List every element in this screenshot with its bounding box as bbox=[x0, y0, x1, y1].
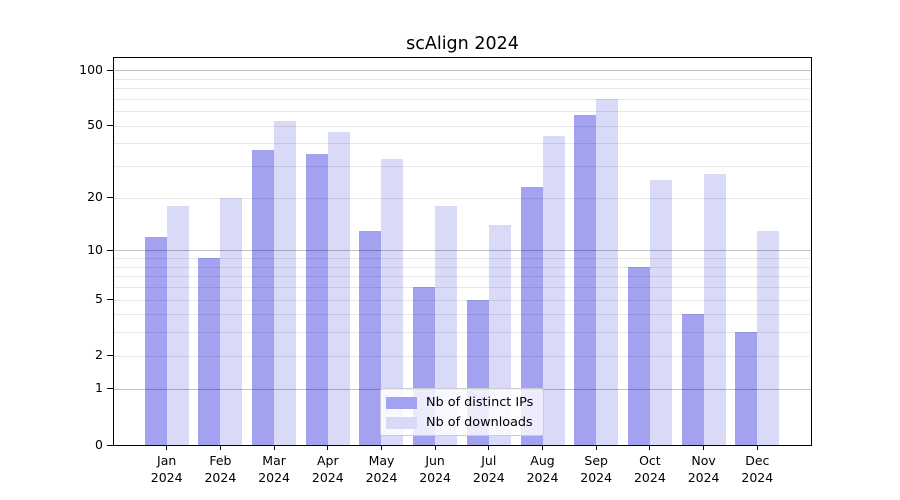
x-tick-mark bbox=[434, 445, 436, 450]
x-tick-mark bbox=[595, 445, 597, 450]
bar-ips-sep bbox=[574, 115, 597, 445]
x-tick-mark bbox=[542, 445, 543, 450]
bar-downloads-mar bbox=[274, 121, 297, 445]
x-tick-label-sep: Sep 2024 bbox=[580, 453, 613, 485]
y-tick-label: 50 bbox=[87, 117, 103, 133]
x-tick-label-dec: Dec 2024 bbox=[741, 453, 774, 485]
x-tick-label-aug: Aug 2024 bbox=[526, 453, 559, 485]
x-tick-label-apr: Apr 2024 bbox=[311, 453, 344, 485]
bar-ips-mar bbox=[252, 149, 275, 445]
y-tick-label: 2 bbox=[95, 347, 103, 363]
x-tick-label-jun: Jun 2024 bbox=[419, 453, 451, 485]
minor-gridline bbox=[114, 166, 811, 168]
x-tick-mark bbox=[703, 445, 705, 450]
legend-swatch-downloads bbox=[386, 416, 417, 429]
y-tick-mark bbox=[107, 299, 113, 300]
minor-gridline bbox=[114, 78, 811, 80]
legend-row-downloads: Nb of downloads bbox=[386, 415, 534, 430]
minor-gridline bbox=[114, 332, 811, 334]
x-tick-mark bbox=[649, 445, 651, 450]
minor-gridline bbox=[114, 258, 811, 259]
x-tick-label-may: May 2024 bbox=[365, 453, 398, 485]
y-tick-mark bbox=[107, 444, 113, 446]
y-tick-mark bbox=[107, 388, 113, 390]
y-tick-mark bbox=[107, 249, 113, 251]
chart-title: scAlign 2024 bbox=[406, 34, 519, 54]
minor-gridline bbox=[114, 111, 811, 113]
minor-gridline bbox=[114, 355, 811, 357]
y-tick-mark bbox=[107, 355, 113, 357]
bar-downloads-may bbox=[381, 158, 404, 445]
y-tick-label: 5 bbox=[95, 291, 103, 306]
x-tick-mark bbox=[488, 445, 490, 450]
bar-ips-nov bbox=[681, 314, 704, 445]
bar-ips-may bbox=[359, 230, 382, 445]
y-tick-label: 20 bbox=[87, 189, 103, 205]
minor-gridline bbox=[114, 314, 811, 316]
y-tick-mark bbox=[107, 125, 113, 127]
x-tick-label-mar: Mar 2024 bbox=[258, 453, 290, 485]
major-gridline bbox=[114, 70, 811, 72]
y-tick-label: 10 bbox=[87, 241, 103, 257]
bar-ips-apr bbox=[305, 153, 328, 445]
bar-downloads-nov bbox=[703, 174, 726, 445]
bar-ips-aug bbox=[520, 186, 543, 445]
minor-gridline bbox=[114, 125, 811, 127]
x-tick-label-nov: Nov 2024 bbox=[687, 453, 720, 485]
legend-label-downloads: Nb of downloads bbox=[426, 415, 533, 430]
bar-ips-feb bbox=[198, 258, 221, 445]
bar-downloads-dec bbox=[757, 230, 780, 445]
x-tick-label-feb: Feb 2024 bbox=[204, 453, 237, 485]
x-tick-label-oct: Oct 2024 bbox=[633, 453, 666, 485]
minor-gridline bbox=[114, 98, 811, 100]
bar-downloads-aug bbox=[542, 135, 565, 445]
x-tick-mark bbox=[381, 445, 382, 450]
x-tick-label-jul: Jul 2024 bbox=[472, 453, 505, 485]
y-tick-label: 0 bbox=[95, 436, 103, 452]
legend-label-distinct-ips: Nb of distinct IPs bbox=[426, 395, 534, 410]
x-tick-mark bbox=[219, 445, 221, 450]
bar-downloads-sep bbox=[596, 98, 619, 445]
legend-row-distinct-ips: Nb of distinct IPs bbox=[386, 395, 534, 410]
legend: Nb of distinct IPs Nb of downloads bbox=[380, 388, 544, 436]
x-tick-mark bbox=[756, 445, 758, 450]
bar-downloads-jun bbox=[435, 205, 458, 445]
x-tick-label-jan: Jan 2024 bbox=[150, 453, 183, 485]
x-tick-mark bbox=[327, 445, 329, 450]
bar-ips-jan bbox=[144, 236, 167, 445]
minor-gridline bbox=[114, 88, 811, 90]
x-tick-mark bbox=[166, 445, 168, 450]
x-tick-mark bbox=[273, 445, 275, 450]
minor-gridline bbox=[114, 197, 811, 199]
bar-downloads-feb bbox=[220, 197, 243, 445]
minor-gridline bbox=[114, 266, 811, 268]
plot-area bbox=[113, 57, 812, 446]
minor-gridline bbox=[114, 287, 811, 288]
major-gridline bbox=[114, 250, 811, 252]
y-tick-label: 1 bbox=[95, 380, 103, 396]
minor-gridline bbox=[114, 143, 811, 145]
bar-ips-oct bbox=[627, 266, 650, 445]
y-tick-mark bbox=[107, 69, 113, 71]
bar-downloads-jan bbox=[166, 205, 189, 445]
bar-downloads-oct bbox=[649, 180, 672, 445]
minor-gridline bbox=[114, 299, 811, 301]
bar-ips-dec bbox=[735, 332, 758, 445]
y-tick-label: 100 bbox=[79, 61, 103, 77]
minor-gridline bbox=[114, 276, 811, 278]
y-tick-mark bbox=[107, 197, 113, 199]
bar-downloads-apr bbox=[327, 132, 350, 445]
legend-swatch-distinct-ips bbox=[386, 396, 417, 409]
